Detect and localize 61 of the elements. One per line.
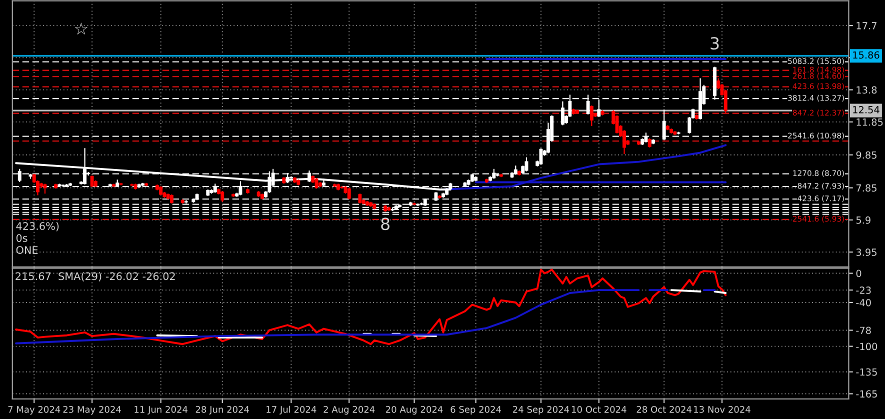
annotation: 423.6%) (16, 222, 59, 232)
candlestick (286, 172, 290, 184)
candlestick (314, 177, 318, 190)
y-tick-label: -100 (856, 342, 878, 350)
y-tick-label: 13.8 (856, 86, 877, 94)
candlestick (586, 94, 590, 116)
x-tick-label: 13 Nov 2024 (694, 406, 750, 413)
x-tick-label: 6 Sep 2024 (450, 406, 502, 415)
candlestick (18, 168, 22, 183)
annotation: 8 (381, 218, 390, 230)
y-tick-label: -40 (856, 298, 871, 306)
y-tick-label: 17.7 (856, 22, 876, 30)
line-series (15, 268, 727, 346)
y-tick-label: 0 (856, 270, 862, 278)
candlestick (434, 191, 438, 202)
y-tick-label: -165 (856, 390, 877, 398)
x-tick-label: 23 May 2024 (63, 406, 121, 415)
candlestick (213, 183, 217, 194)
candlestick (492, 168, 496, 180)
annotation: ONE (16, 246, 38, 254)
y-tick-label: -135 (856, 368, 877, 376)
candlestick (648, 138, 652, 148)
candlestick (159, 186, 163, 196)
annotation: 0s (16, 234, 28, 242)
y-tick-label: 9.85 (856, 151, 876, 159)
annotation: 3 (710, 37, 719, 50)
candlestick (662, 109, 666, 141)
candlestick (90, 174, 94, 188)
y-tick-label: -78 (856, 326, 871, 334)
candlestick (524, 156, 528, 172)
x-tick-label: 17 Jul 2024 (266, 406, 316, 414)
x-tick-label: 24 Sep 2024 (513, 406, 570, 415)
x-tick-label: 2 Aug 2024 (324, 406, 375, 415)
candlestick (43, 183, 47, 194)
x-tick-label: 28 Jun 2024 (196, 406, 250, 414)
candlestick (644, 132, 648, 144)
candlestick (615, 114, 619, 134)
candlestick (308, 170, 311, 183)
candlestick (539, 148, 543, 166)
annotation: ☆ (74, 22, 88, 35)
candlestick (358, 193, 362, 204)
x-tick-label: 28 Oct 2024 (636, 406, 692, 413)
candlestick (590, 104, 594, 127)
ref-line-label: 15.86 (853, 51, 880, 59)
x-tick-label: 7 May 2024 (8, 406, 60, 415)
candlestick (347, 187, 351, 200)
y-tick-label: 3.95 (856, 248, 876, 256)
y-tick-label: 5.9 (856, 216, 870, 224)
x-tick-label: 20 Aug 2024 (386, 406, 443, 415)
chart-title: 215.67 SMA(29) -26.02 -26.02 (16, 272, 175, 282)
candlestick (220, 190, 224, 202)
candlestick (170, 194, 174, 204)
y-tick-label: 11.85 (856, 118, 883, 126)
x-tick-label: 11 Jun 2024 (134, 406, 188, 414)
candlestick (514, 165, 518, 176)
y-tick-label: 7.85 (856, 184, 876, 192)
x-tick-label: 10 Oct 2024 (572, 406, 626, 413)
candlestick (597, 99, 601, 118)
candlestick (560, 100, 564, 126)
y-tick-label: -23 (856, 286, 871, 294)
ref-line-label: 12.54 (853, 106, 880, 114)
